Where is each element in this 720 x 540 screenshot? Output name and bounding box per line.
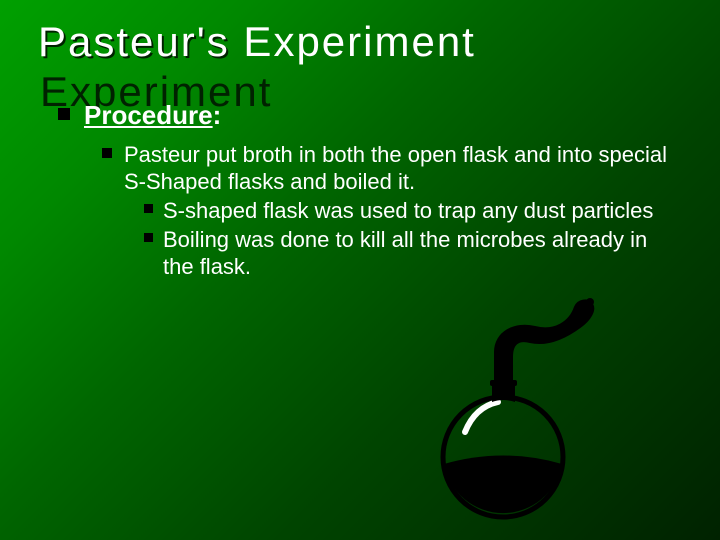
bullet-text: S-shaped flask was used to trap any dust… — [163, 197, 653, 224]
content-area: Procedure: Pasteur put broth in both the… — [58, 100, 680, 280]
slide: Pasteur's Experiment Pasteur's Experimen… — [0, 0, 720, 540]
swan-neck-flask-icon — [420, 292, 600, 522]
square-bullet-icon — [58, 108, 70, 120]
heading-underline: Procedure — [84, 100, 213, 130]
bullet-level2: Pasteur put broth in both the open flask… — [102, 141, 680, 195]
heading-text: Procedure: — [84, 100, 221, 131]
square-bullet-icon — [144, 204, 153, 213]
title-text: Pasteur's Experiment — [38, 18, 476, 65]
square-bullet-icon — [102, 148, 112, 158]
slide-title: Pasteur's Experiment Pasteur's Experimen… — [38, 18, 476, 66]
bullet-level3b: Boiling was done to kill all the microbe… — [144, 226, 680, 280]
bullet-level3a: S-shaped flask was used to trap any dust… — [144, 197, 680, 224]
heading-suffix: : — [213, 100, 222, 130]
heading-row: Procedure: — [58, 100, 680, 131]
square-bullet-icon — [144, 233, 153, 242]
bullet-text: Boiling was done to kill all the microbe… — [163, 226, 680, 280]
bullet-text: Pasteur put broth in both the open flask… — [124, 141, 680, 195]
